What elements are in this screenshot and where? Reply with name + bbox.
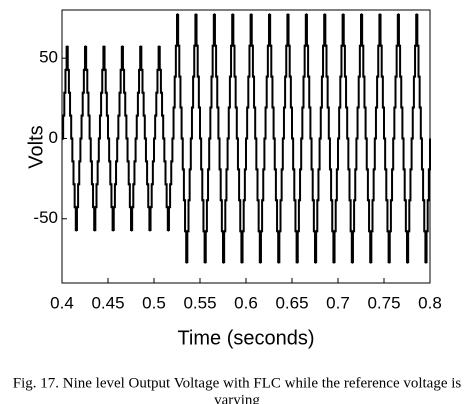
x-tick-label: 0.6 — [234, 293, 258, 312]
x-tick-label: 0.7 — [326, 293, 350, 312]
x-tick-label: 0.55 — [183, 293, 216, 312]
x-tick-label: 0.65 — [275, 293, 308, 312]
x-tick-label: 0.45 — [91, 293, 124, 312]
y-tick-label: -50 — [33, 208, 58, 227]
y-axis-label: Volts — [25, 125, 47, 168]
y-tick-label: 0 — [49, 128, 58, 147]
caption: Fig. 17. Nine level Output Voltage with … — [13, 375, 462, 391]
x-tick-label: 0.4 — [50, 293, 74, 312]
x-tick-label: 0.75 — [367, 293, 400, 312]
x-tick-label: 0.5 — [142, 293, 166, 312]
caption: varying — [214, 392, 260, 404]
x-tick-label: 0.8 — [418, 293, 442, 312]
x-axis-label: Time (seconds) — [177, 327, 314, 349]
y-tick-label: 50 — [39, 48, 58, 67]
